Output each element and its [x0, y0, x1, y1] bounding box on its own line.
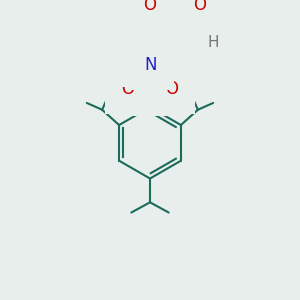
Text: H: H: [207, 35, 219, 50]
Text: O: O: [193, 34, 206, 52]
Text: O: O: [143, 0, 157, 14]
Text: N: N: [145, 56, 157, 74]
Text: O: O: [166, 80, 178, 98]
Text: O: O: [122, 80, 134, 98]
Text: O: O: [193, 0, 206, 14]
Text: S: S: [144, 80, 156, 98]
Text: H: H: [132, 56, 144, 71]
